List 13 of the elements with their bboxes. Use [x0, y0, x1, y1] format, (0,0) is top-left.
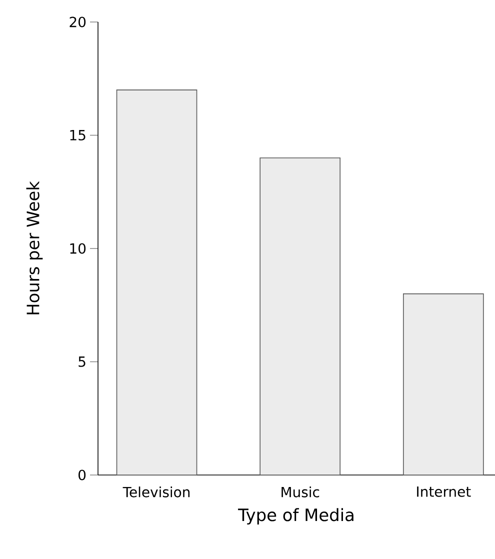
y-axis-title: Hours per Week: [26, 181, 43, 314]
x-tick-label: Music: [282, 486, 320, 498]
y-tick-label: 10: [70, 243, 86, 254]
y-tick-label: 0: [78, 470, 86, 480]
y-tick-label: 20: [70, 16, 86, 28]
x-axis-title: Type of Media: [238, 508, 354, 525]
bar: [403, 293, 484, 476]
x-tick-label: Television: [122, 486, 190, 498]
y-tick-label: 5: [78, 356, 86, 367]
y-tick-label: 15: [70, 130, 86, 140]
x-tick-label: Internet: [417, 486, 471, 497]
bar: [260, 157, 340, 476]
bar: [116, 90, 198, 476]
